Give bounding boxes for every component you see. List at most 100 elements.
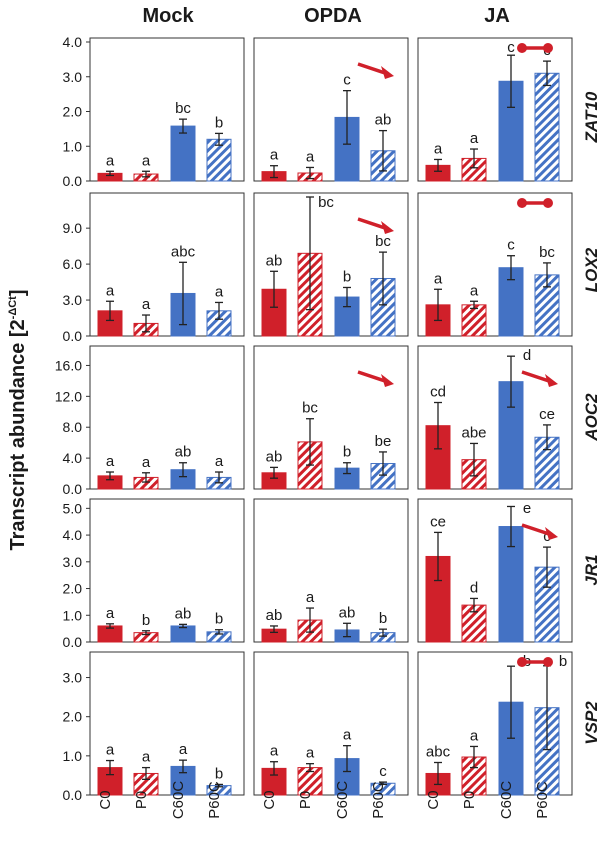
bar-c60c — [170, 125, 196, 182]
y-tick-label: 8.0 — [63, 419, 83, 435]
x-label-p0-ja: P0 — [461, 791, 478, 809]
x-label-c60c-opda: C60C — [334, 781, 351, 820]
panel-jr1-ja: ce d ec — [417, 498, 573, 643]
panel-frame — [89, 37, 245, 182]
dumbbell-end-icon — [517, 198, 527, 208]
significance-letter: b — [215, 765, 223, 782]
y-tick-label: 9.0 — [63, 220, 83, 236]
significance-letter: ab — [175, 444, 192, 461]
significance-letter: b — [215, 611, 223, 628]
y-tick-label: 2.0 — [63, 104, 83, 120]
significance-letter: c — [507, 39, 515, 56]
column-header-opda: OPDA — [304, 5, 362, 27]
y-tick-label: 3.0 — [63, 554, 83, 570]
significance-letter: bc — [375, 233, 391, 250]
gene-label-jr1: JR1 — [582, 554, 601, 585]
significance-letter: a — [106, 742, 115, 759]
y-tick-label: 5.0 — [63, 500, 83, 516]
y-tick-label: 0.0 — [63, 787, 83, 803]
significance-letter: ab — [375, 112, 392, 129]
dumbbell-end-icon — [543, 43, 553, 53]
dumbbell-end-icon — [517, 657, 527, 667]
panel-frame — [89, 345, 245, 490]
significance-letter: a — [470, 727, 479, 744]
x-label-c60c-mock: C60C — [170, 781, 187, 820]
dumbbell-end-icon — [543, 198, 553, 208]
x-label-p0-opda: P0 — [297, 791, 314, 809]
panel-frame — [417, 498, 573, 643]
y-tick-label: 2.0 — [63, 709, 83, 725]
trend-arrow-head-icon — [381, 221, 394, 234]
y-tick-label: 16.0 — [55, 357, 82, 373]
significance-letter: a — [106, 453, 115, 470]
significance-letter: a — [106, 282, 115, 299]
panel-lox2-opda: ab bc b bc — [253, 192, 409, 337]
significance-letter: a — [179, 741, 188, 758]
y-axis-label: Transcript abundance [2-ΔCt] — [7, 289, 29, 550]
bar-p0 — [461, 304, 487, 337]
significance-letter: ce — [430, 513, 446, 530]
panel-aoc2-ja: cd abe d ce — [417, 345, 573, 490]
bar-c60c — [498, 267, 524, 337]
panel-aoc2-opda: ab bc b be — [253, 345, 409, 490]
significance-letter: a — [270, 147, 279, 164]
trend-arrow-head-icon — [545, 374, 558, 387]
significance-letter: ab — [266, 252, 283, 269]
significance-letter: e — [523, 500, 531, 517]
panel-zat10-mock: 0.0 1.0 2.0 3.0 4.0 a a bc b — [63, 34, 245, 189]
significance-letter: a — [142, 296, 151, 313]
x-label-c0-ja: C0 — [425, 790, 442, 809]
gene-label-zat10: ZAT10 — [582, 91, 601, 143]
bar-p60c — [206, 138, 232, 182]
y-tick-label: 4.0 — [63, 450, 83, 466]
significance-letter: bc — [175, 100, 191, 117]
x-label-c0-opda: C0 — [261, 790, 278, 809]
y-tick-label: 4.0 — [63, 34, 83, 50]
y-axis-label-main: Transcript abundance [2 — [7, 319, 29, 550]
panel-frame — [253, 37, 409, 182]
significance-letter: ce — [539, 406, 555, 423]
panel-lox2-ja: a a c bc — [417, 192, 573, 337]
significance-letter: a — [306, 745, 315, 762]
panel-zat10-ja: aacc — [417, 37, 573, 182]
gene-label-vsp2: VSP2 — [582, 701, 601, 745]
significance-letter: cd — [430, 384, 446, 401]
significance-letter: b — [343, 268, 351, 285]
panel-vsp2-mock: 0.0 1.0 2.0 3.0 a a a b — [63, 651, 245, 803]
y-tick-label: 0.0 — [63, 328, 83, 344]
significance-letter: a — [470, 130, 479, 147]
panel-vsp2-ja: abcabb — [417, 651, 573, 796]
y-tick-label: 0.0 — [63, 634, 83, 650]
panel-grid: 0.01.02.03.04.0aabcbaacabaacc0.03.06.09.… — [55, 34, 573, 803]
panel-frame — [253, 345, 409, 490]
trend-arrow-head-icon — [381, 374, 394, 387]
y-tick-label: 6.0 — [63, 256, 83, 272]
significance-letter: d — [523, 347, 531, 364]
dumbbell-end-icon — [543, 657, 553, 667]
significance-letter: a — [142, 749, 151, 766]
significance-letter: a — [470, 282, 479, 299]
significance-letter: d — [470, 579, 478, 596]
panel-lox2-mock: 0.0 3.0 6.0 9.0 a a abc a — [63, 192, 245, 344]
significance-letter: a — [106, 152, 115, 169]
panel-frame — [417, 345, 573, 490]
significance-letter: c — [543, 528, 551, 545]
significance-letter: a — [343, 727, 352, 744]
y-tick-label: 3.0 — [63, 292, 83, 308]
panel-frame — [253, 651, 409, 796]
significance-letter: a — [106, 605, 115, 622]
trend-arrow-head-icon — [545, 527, 558, 540]
dumbbell-end-icon — [517, 43, 527, 53]
panel-frame — [89, 498, 245, 643]
panel-aoc2-mock: 0.0 4.0 8.0 12.0 16.0 a a ab a — [55, 345, 245, 497]
y-tick-label: 2.0 — [63, 581, 83, 597]
y-axis-label-superscript: -ΔCt — [7, 296, 19, 320]
y-tick-label: 3.0 — [63, 69, 83, 85]
significance-letter: b — [379, 610, 387, 627]
significance-letter: b — [559, 653, 567, 670]
x-label-p0-mock: P0 — [133, 791, 150, 809]
y-tick-label: 1.0 — [63, 748, 83, 764]
panel-frame — [253, 192, 409, 337]
x-axis-labels: C0 P0 C60C P60C C0 P0 C60C P60C C0 P0 C6… — [97, 781, 551, 820]
significance-letter: ab — [175, 605, 192, 622]
